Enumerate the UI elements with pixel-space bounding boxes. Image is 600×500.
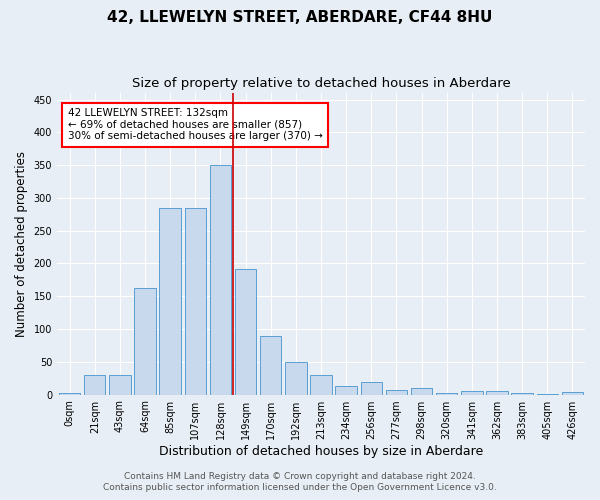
X-axis label: Distribution of detached houses by size in Aberdare: Distribution of detached houses by size … xyxy=(159,444,483,458)
Bar xyxy=(210,165,231,394)
Bar xyxy=(185,208,206,394)
Bar xyxy=(84,375,106,394)
Bar xyxy=(310,375,332,394)
Bar xyxy=(335,386,357,394)
Text: 42, LLEWELYN STREET, ABERDARE, CF44 8HU: 42, LLEWELYN STREET, ABERDARE, CF44 8HU xyxy=(107,10,493,25)
Bar xyxy=(361,382,382,394)
Bar xyxy=(109,375,131,394)
Bar xyxy=(160,208,181,394)
Title: Size of property relative to detached houses in Aberdare: Size of property relative to detached ho… xyxy=(131,78,511,90)
Bar xyxy=(436,392,457,394)
Text: Contains HM Land Registry data © Crown copyright and database right 2024.
Contai: Contains HM Land Registry data © Crown c… xyxy=(103,472,497,492)
Bar xyxy=(461,392,482,394)
Bar xyxy=(235,268,256,394)
Bar xyxy=(134,288,156,395)
Bar xyxy=(285,362,307,394)
Bar xyxy=(562,392,583,394)
Bar xyxy=(411,388,432,394)
Y-axis label: Number of detached properties: Number of detached properties xyxy=(15,151,28,337)
Bar xyxy=(260,336,281,394)
Bar xyxy=(386,390,407,394)
Text: 42 LLEWELYN STREET: 132sqm
← 69% of detached houses are smaller (857)
30% of sem: 42 LLEWELYN STREET: 132sqm ← 69% of deta… xyxy=(68,108,322,142)
Bar xyxy=(487,392,508,394)
